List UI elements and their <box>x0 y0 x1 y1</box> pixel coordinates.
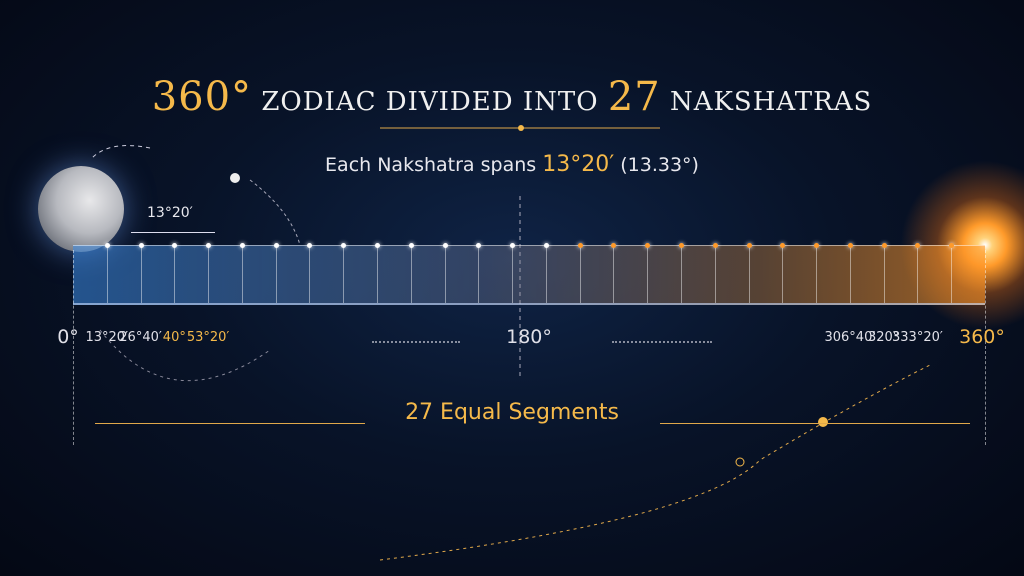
segment-divider <box>241 246 243 303</box>
segment-node <box>510 243 516 248</box>
segment-node <box>679 243 684 248</box>
segment-span-arrow <box>131 232 215 233</box>
segment-divider <box>782 246 784 303</box>
segment-node <box>847 243 853 248</box>
segment-divider <box>816 246 818 303</box>
segment-divider <box>613 246 615 303</box>
segment-node <box>611 243 617 248</box>
orbit-arc <box>249 179 301 246</box>
segment-divider <box>343 246 345 303</box>
subtitle-prefix: Each Nakshatra spans <box>325 154 537 176</box>
tick-label: 333°20′ <box>892 330 943 345</box>
segment-node <box>915 243 921 248</box>
segment-span-label: 13°20′ <box>147 205 193 221</box>
tick-label: 360° <box>959 326 1005 348</box>
planet-dot <box>230 173 240 183</box>
segment-divider <box>883 246 885 303</box>
right-arrow <box>660 423 970 424</box>
segment-node <box>543 243 549 248</box>
start-marker <box>73 250 74 445</box>
segment-divider <box>377 246 378 303</box>
tick-label: 0° <box>57 326 79 348</box>
segment-node <box>645 243 651 248</box>
segment-divider <box>917 246 919 303</box>
title-number: 360° <box>151 74 253 120</box>
title-text-end: NAKSHATRAS <box>669 87 873 117</box>
segment-node <box>408 243 414 248</box>
segment-divider <box>444 246 446 303</box>
title-divider-dot <box>518 125 524 131</box>
segment-node <box>273 243 279 248</box>
segment-node <box>442 243 448 248</box>
page-title: 360° ZODIAC DIVIDED INTO 27 NAKSHATRAS <box>0 74 1024 120</box>
segment-divider <box>714 246 716 303</box>
title-text: ZODIAC DIVIDED INTO <box>261 87 599 117</box>
segment-divider <box>748 246 750 303</box>
left-arrow <box>95 423 365 424</box>
tick-label: 306°40′ <box>824 330 876 345</box>
planet-dot <box>735 457 745 467</box>
segment-divider <box>951 246 953 303</box>
title-count: 27 <box>607 74 661 120</box>
tick-label: 53°20′ <box>186 330 230 345</box>
tick-label: 180° <box>506 326 552 348</box>
planet-dot <box>818 417 828 427</box>
segment-node <box>780 243 786 248</box>
ellipsis-right <box>612 341 712 343</box>
segment-node <box>307 243 313 248</box>
orbit-arc <box>379 364 931 561</box>
segment-node <box>375 243 380 248</box>
segment-node <box>206 243 212 248</box>
segment-node <box>577 243 583 248</box>
segment-node <box>341 243 347 248</box>
segment-node <box>814 243 820 248</box>
segment-divider <box>140 246 142 303</box>
segment-divider <box>681 246 682 303</box>
tick-label: 13°20′ <box>85 330 129 345</box>
segment-divider <box>647 246 649 303</box>
ellipsis-left <box>372 341 460 343</box>
segment-node <box>239 243 245 248</box>
segment-node <box>712 243 718 248</box>
segment-node <box>172 243 178 248</box>
equal-segments-label: 27 Equal Segments <box>405 400 619 425</box>
segment-divider <box>849 246 851 303</box>
zodiac-bar <box>73 243 985 305</box>
segment-divider <box>478 246 480 303</box>
segment-divider <box>275 246 277 303</box>
tick-label: 320° <box>867 330 900 345</box>
end-marker <box>985 250 986 445</box>
subtitle-decimal: (13.33°) <box>620 154 699 176</box>
moon-icon <box>38 166 124 252</box>
tick-label: 26°40′ <box>119 330 162 345</box>
segment-divider <box>579 246 581 303</box>
segment-node <box>881 243 887 248</box>
segment-node <box>949 243 955 248</box>
segment-divider <box>410 246 412 303</box>
segment-divider <box>106 246 108 303</box>
subtitle: Each Nakshatra spans 13°20′ (13.33°) <box>0 152 1024 177</box>
segment-divider <box>309 246 311 303</box>
segment-divider <box>208 246 210 303</box>
segment-node <box>104 243 110 248</box>
orbit-arc <box>91 145 151 159</box>
segment-node <box>746 243 752 248</box>
segment-divider <box>545 246 547 303</box>
tick-label: 40° <box>162 330 186 345</box>
segment-divider <box>512 246 514 303</box>
segment-divider <box>174 246 176 303</box>
segment-node <box>138 243 144 248</box>
segment-node <box>476 243 482 248</box>
subtitle-span: 13°20′ <box>542 152 615 177</box>
